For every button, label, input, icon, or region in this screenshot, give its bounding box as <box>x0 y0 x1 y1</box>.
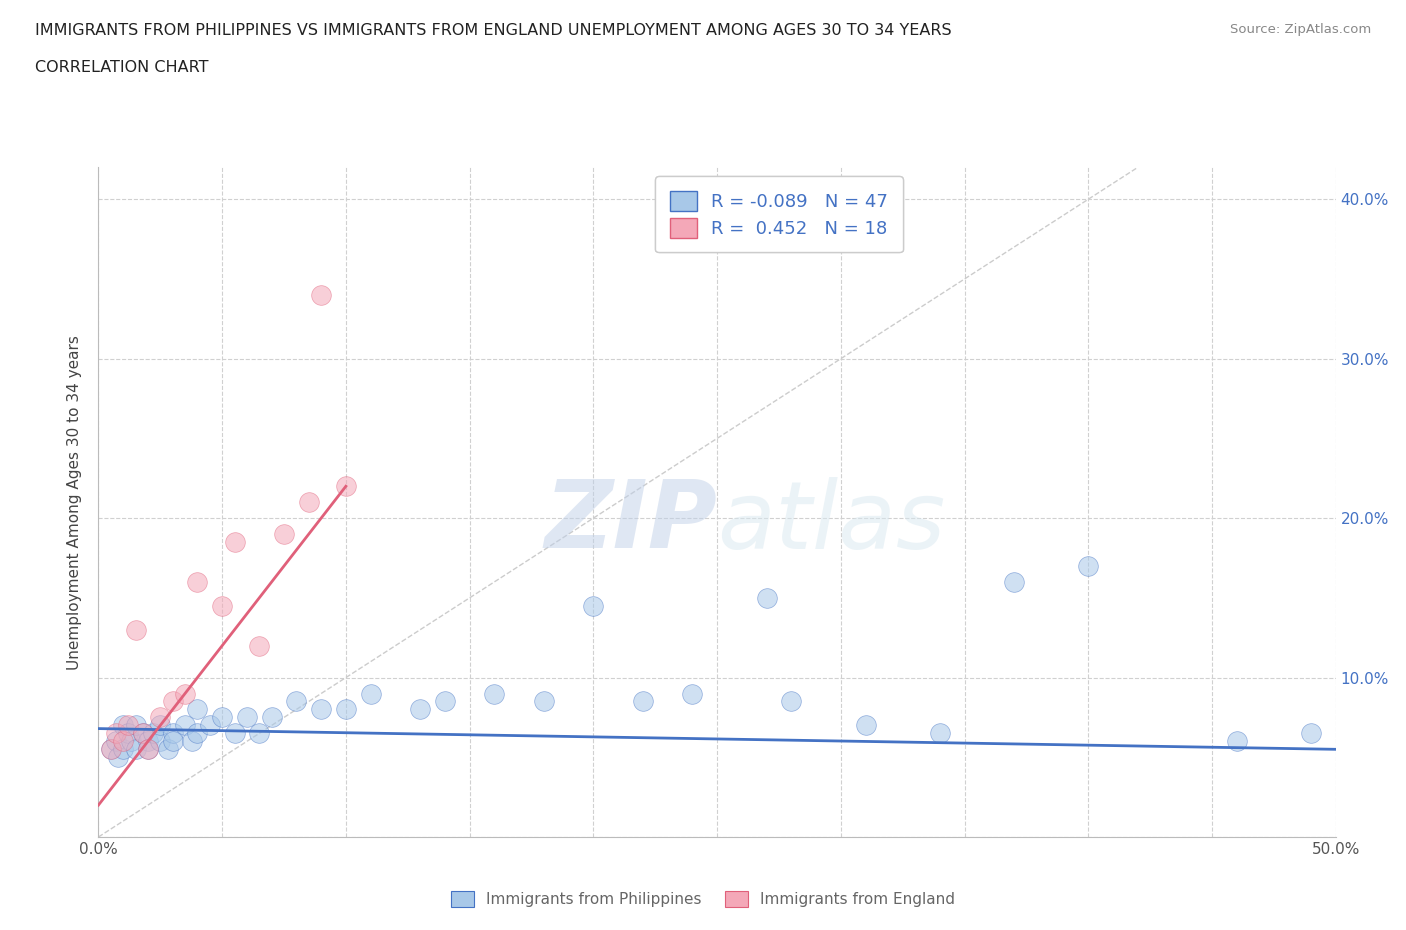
Text: IMMIGRANTS FROM PHILIPPINES VS IMMIGRANTS FROM ENGLAND UNEMPLOYMENT AMONG AGES 3: IMMIGRANTS FROM PHILIPPINES VS IMMIGRANT… <box>35 23 952 38</box>
Point <box>855 718 877 733</box>
Point <box>174 686 197 701</box>
Point <box>755 591 778 605</box>
Point <box>780 694 803 709</box>
Point <box>117 726 139 741</box>
Point <box>136 742 159 757</box>
Point <box>112 734 135 749</box>
Point <box>285 694 308 709</box>
Legend: Immigrants from Philippines, Immigrants from England: Immigrants from Philippines, Immigrants … <box>446 884 960 913</box>
Point <box>149 710 172 724</box>
Point <box>149 734 172 749</box>
Point <box>104 726 127 741</box>
Point <box>1299 726 1322 741</box>
Point <box>335 702 357 717</box>
Point <box>484 686 506 701</box>
Point <box>100 742 122 757</box>
Point <box>224 726 246 741</box>
Point <box>186 575 208 590</box>
Point <box>162 726 184 741</box>
Text: ZIP: ZIP <box>544 476 717 568</box>
Point <box>174 718 197 733</box>
Point <box>1077 559 1099 574</box>
Point <box>533 694 555 709</box>
Point <box>224 535 246 550</box>
Point <box>309 287 332 302</box>
Text: Source: ZipAtlas.com: Source: ZipAtlas.com <box>1230 23 1371 36</box>
Point <box>681 686 703 701</box>
Point <box>149 718 172 733</box>
Point <box>124 718 146 733</box>
Point <box>132 726 155 741</box>
Point <box>409 702 432 717</box>
Y-axis label: Unemployment Among Ages 30 to 34 years: Unemployment Among Ages 30 to 34 years <box>67 335 83 670</box>
Point <box>162 734 184 749</box>
Point <box>335 479 357 494</box>
Point <box>433 694 456 709</box>
Point <box>360 686 382 701</box>
Point <box>211 710 233 724</box>
Point <box>112 742 135 757</box>
Point <box>236 710 259 724</box>
Point <box>260 710 283 724</box>
Point <box>211 598 233 613</box>
Point <box>112 718 135 733</box>
Point <box>1226 734 1249 749</box>
Point <box>298 495 321 510</box>
Point <box>120 734 142 749</box>
Point <box>198 718 221 733</box>
Point <box>631 694 654 709</box>
Point <box>247 726 270 741</box>
Text: atlas: atlas <box>717 477 945 568</box>
Point <box>100 742 122 757</box>
Point <box>107 750 129 764</box>
Point <box>186 726 208 741</box>
Point <box>104 734 127 749</box>
Point <box>309 702 332 717</box>
Point <box>162 694 184 709</box>
Point <box>117 718 139 733</box>
Point <box>247 638 270 653</box>
Point <box>1002 575 1025 590</box>
Point <box>136 742 159 757</box>
Point <box>124 742 146 757</box>
Point <box>181 734 204 749</box>
Legend: R = -0.089   N = 47, R =  0.452   N = 18: R = -0.089 N = 47, R = 0.452 N = 18 <box>655 177 903 252</box>
Point <box>156 742 179 757</box>
Point <box>136 734 159 749</box>
Point <box>142 726 165 741</box>
Point <box>124 622 146 637</box>
Point <box>928 726 950 741</box>
Point <box>186 702 208 717</box>
Point <box>132 726 155 741</box>
Point <box>582 598 605 613</box>
Text: CORRELATION CHART: CORRELATION CHART <box>35 60 208 75</box>
Point <box>273 526 295 541</box>
